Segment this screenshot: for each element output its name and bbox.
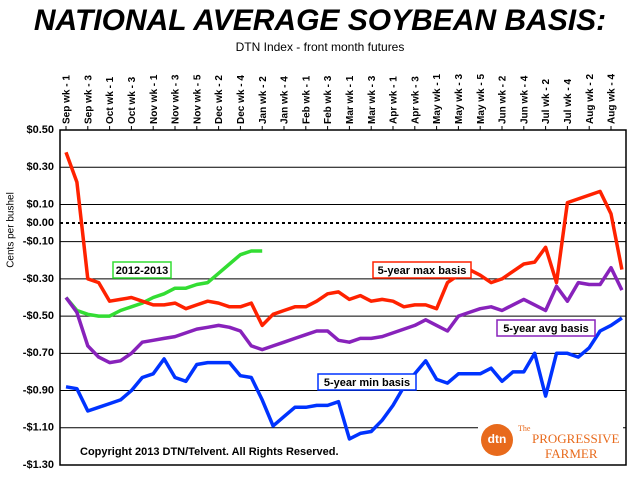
legend-label: 5-year avg basis	[503, 323, 589, 335]
y-tick-label: $0.30	[26, 161, 54, 173]
x-tick-label: Sep wk - 3	[83, 75, 94, 124]
x-tick-label: Jul wk - 4	[563, 79, 574, 124]
copyright: Copyright 2013 DTN/Telvent. All Rights R…	[80, 446, 339, 458]
x-tick-label: Aug wk - 2	[585, 74, 596, 124]
x-tick-label: Dec wk - 2	[214, 75, 225, 124]
series-line	[64, 249, 263, 318]
x-tick-label: May wk - 3	[454, 74, 465, 124]
x-tick-label: Aug wk - 4	[607, 74, 618, 124]
x-tick-label: Apr wk - 3	[410, 76, 421, 124]
series-line	[64, 265, 624, 365]
x-tick-label: Oct wk - 1	[105, 76, 116, 124]
x-tick-label: Apr wk - 1	[389, 76, 400, 124]
legend-label: 5-year min basis	[324, 377, 410, 389]
plot-frame	[59, 129, 627, 466]
logo-badge	[481, 424, 513, 456]
legend-box	[112, 261, 172, 279]
legend-label: 5-year max basis	[378, 265, 467, 277]
chart-title: NATIONAL AVERAGE SOYBEAN BASIS:	[34, 4, 606, 37]
x-tick-label: Mar wk - 1	[345, 75, 356, 124]
x-tick-label: May wk - 5	[476, 74, 487, 124]
x-tick-label: Jan wk - 4	[280, 76, 291, 124]
legend-box	[372, 261, 472, 279]
x-tick-label: Feb wk - 1	[301, 75, 312, 124]
logo-line2: FARMER	[545, 446, 598, 461]
legend-label: 2012-2013	[116, 265, 169, 277]
y-tick-label: -$1.10	[23, 422, 54, 434]
x-tick-label: Feb wk - 3	[323, 75, 334, 124]
series-line	[64, 151, 624, 328]
legend-box	[496, 319, 596, 337]
y-tick-label: -$0.50	[23, 310, 54, 322]
y-tick-label: -$0.10	[23, 236, 54, 248]
y-tick-label: $0.00	[26, 217, 54, 229]
y-axis-title: Cents per bushel	[6, 192, 17, 268]
logo-line1: PROGRESSIVE	[532, 431, 619, 446]
x-tick-label: Jan wk - 2	[258, 76, 269, 124]
x-tick-label: Jun wk - 2	[498, 75, 509, 124]
y-tick-label: $0.10	[26, 198, 54, 210]
legend-box	[317, 373, 417, 391]
x-tick-label: May wk - 1	[432, 74, 443, 124]
x-tick-label: Jun wk - 4	[519, 75, 530, 124]
x-tick-label: Nov wk - 3	[171, 74, 182, 124]
x-tick-label: Oct wk - 3	[127, 76, 138, 124]
x-tick-label: Mar wk - 3	[367, 75, 378, 124]
y-tick-label: -$0.30	[23, 273, 54, 285]
x-tick-label: Sep wk - 1	[62, 75, 73, 124]
y-tick-label: $0.50	[26, 124, 54, 136]
x-tick-label: Jul wk - 2	[541, 79, 552, 124]
chart-subtitle: DTN Index - front month futures	[236, 40, 405, 54]
x-tick-label: Dec wk - 4	[236, 75, 247, 124]
logo-badge-text: dtn	[488, 432, 507, 446]
x-tick-label: Nov wk - 1	[149, 74, 160, 124]
y-tick-label: -$0.70	[23, 347, 54, 359]
series-line	[65, 316, 623, 441]
y-tick-label: -$1.30	[23, 459, 54, 471]
y-tick-label: -$0.90	[23, 384, 54, 396]
logo-pre: The	[518, 424, 531, 433]
x-tick-label: Nov wk - 5	[192, 74, 203, 124]
